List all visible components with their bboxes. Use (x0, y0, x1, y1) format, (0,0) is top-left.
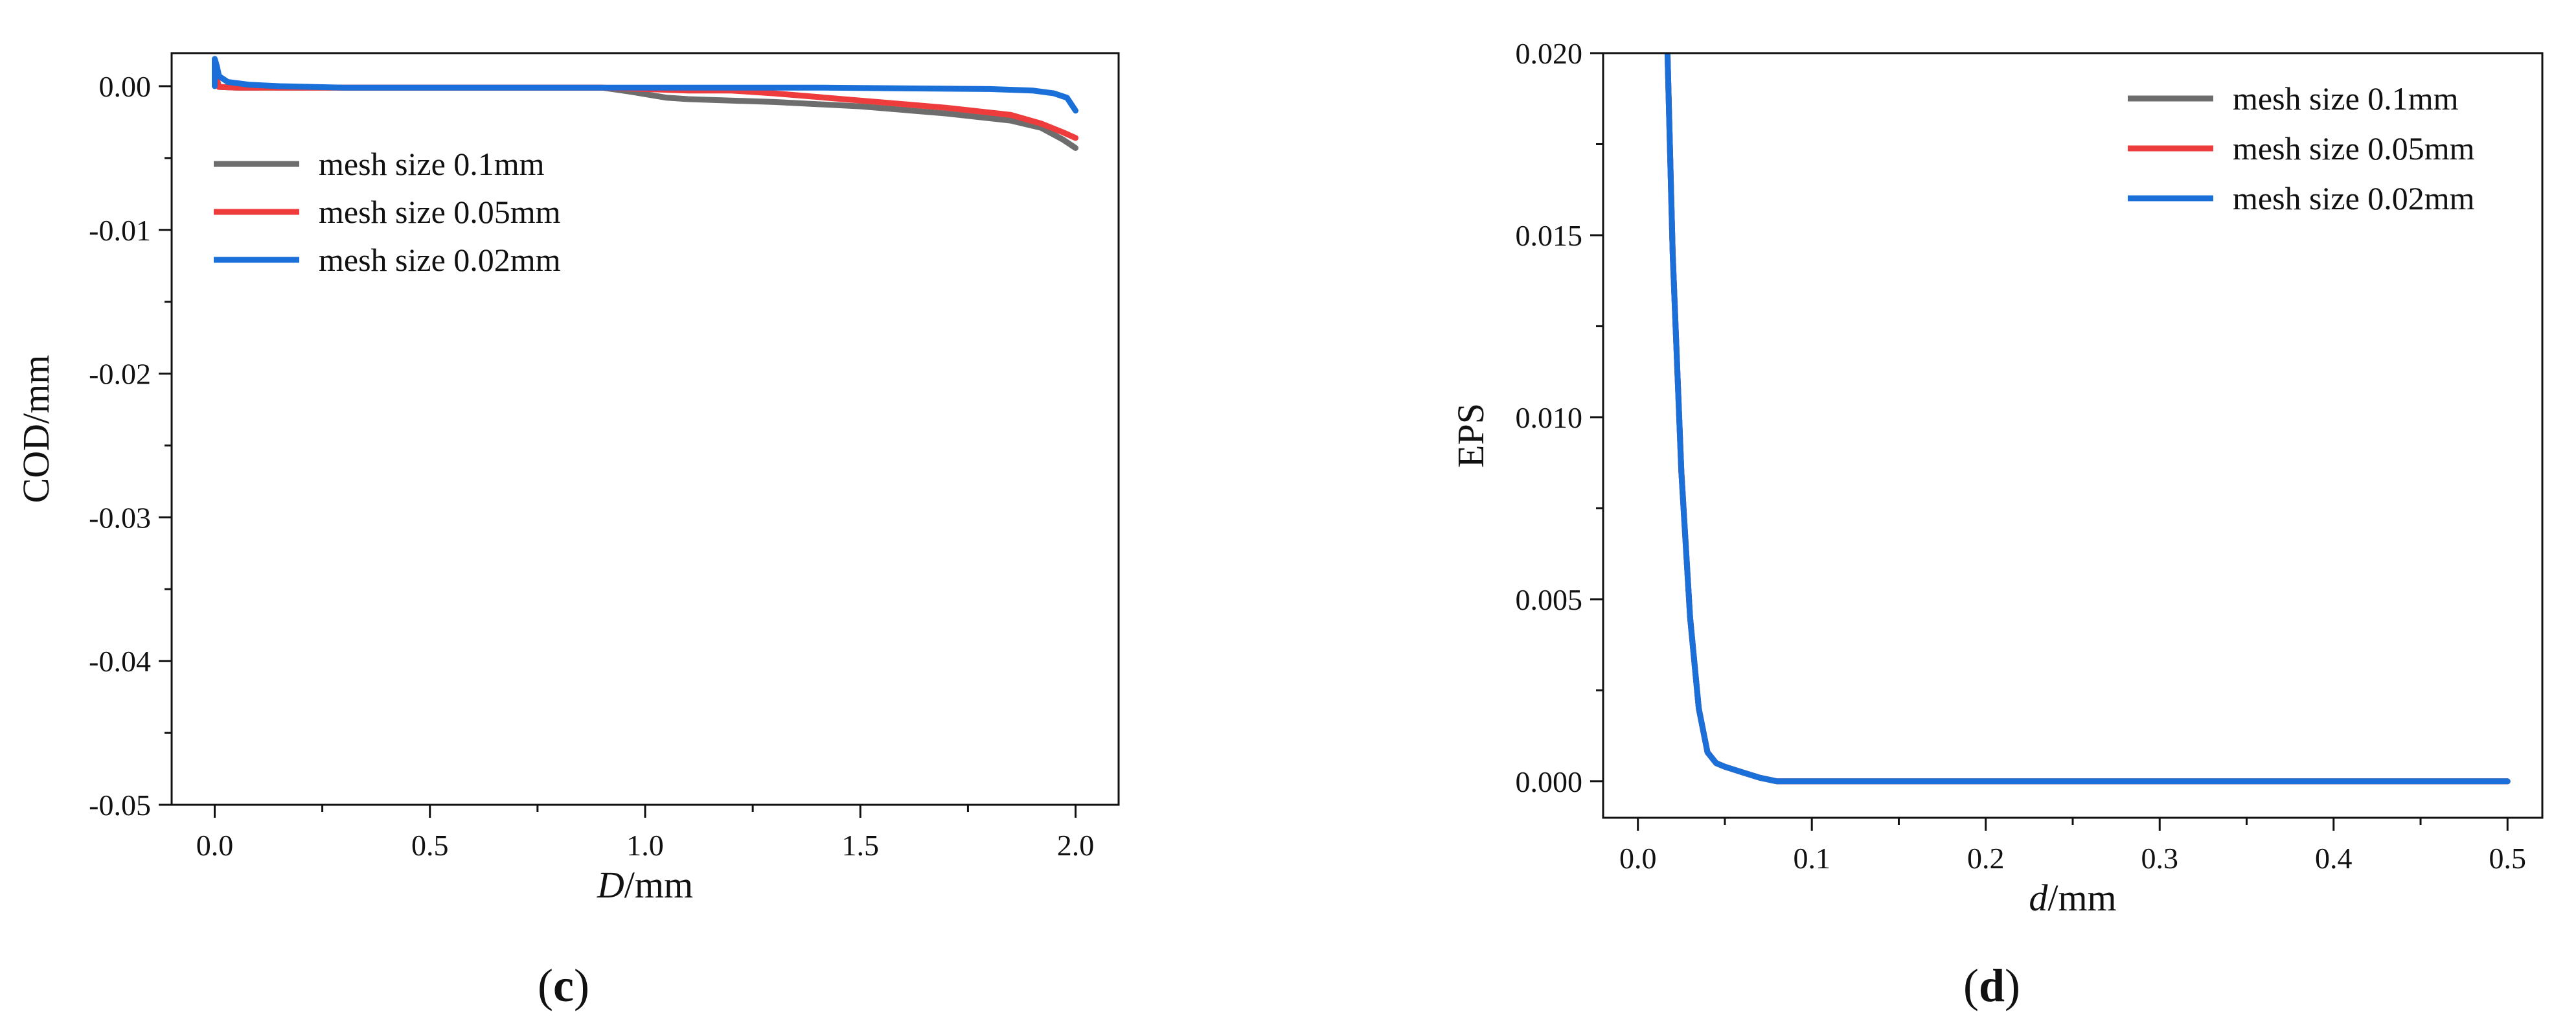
chart-c-y-axis-label: COD/mm (15, 355, 57, 503)
chart-c-y-tick-label: -0.03 (89, 501, 151, 534)
chart-c-y-tick-label: -0.01 (89, 214, 151, 247)
chart-d-legend: mesh size 0.1mm mesh size 0.05mm mesh size… (2128, 80, 2475, 216)
chart-c-y-tick-label: 0.00 (99, 70, 152, 103)
chart-d-legend-label-1: mesh size 0.1mm (2233, 80, 2459, 117)
chart-c-x-tick-label: 0.0 (196, 829, 234, 862)
chart-d-series-group (1664, 53, 2511, 785)
chart-c-series-group (212, 56, 1078, 151)
chart-d-y-ticks: 0.000 0.005 0.010 0.015 0.020 (1516, 37, 1603, 798)
chart-d-y-tick-label: 0.015 (1516, 219, 1583, 252)
chart-c-x-axis-label: D/mm (597, 864, 693, 906)
chart-d-y-axis-label: EPS (1450, 403, 1492, 468)
chart-panel-d: 0.0 0.1 0.2 0.3 0.4 0.5 0.0000.0050.0100.0150… (1450, 37, 2544, 1012)
chart-c-legend-label-2: mesh size 0.05mm (319, 194, 561, 230)
chart-d-x-tick-label: 0.4 (2315, 842, 2353, 875)
chart-c-legend: mesh size 0.1mm mesh size 0.05mm mesh size… (214, 146, 561, 278)
chart-d-x-tick-label: 0.3 (2141, 842, 2179, 875)
chart-d-x-tick-label: 0.1 (1793, 842, 1830, 875)
chart-d-y-tick-label: 0.010 (1516, 401, 1583, 434)
chart-c-y-ticks: 0.00 -0.01 -0.02 -0.03 -0.04 -0.05 (89, 70, 172, 822)
chart-c-series-line-3 (212, 56, 1078, 114)
chart-c-y-tick-label: -0.04 (89, 645, 151, 678)
chart-c-x-ticks: 0.0 0.5 1.0 1.5 2.0 (196, 805, 1095, 862)
chart-panel-c: 0.0 0.5 1.0 1.5 2.0 0.00 -0.01 -0.02 -0.03 -0.04… (15, 52, 1120, 1012)
chart-d-x-tick-label: 0.0 (1619, 842, 1657, 875)
panel-label-c: (c) (538, 960, 589, 1012)
chart-c-x-tick-label: 0.5 (411, 829, 449, 862)
chart-d-x-tick-label: 0.2 (1967, 842, 2005, 875)
chart-c-x-tick-label: 1.5 (842, 829, 880, 862)
chart-c-legend-label-1: mesh size 0.1mm (319, 146, 545, 182)
chart-d-x-tick-label: 0.5 (2489, 842, 2527, 875)
chart-c-y-tick-label: -0.02 (89, 358, 151, 391)
chart-d-x-axis-label: d/mm (2029, 877, 2116, 919)
chart-c-x-tick-label: 1.0 (626, 829, 664, 862)
chart-d-series-line-3 (1664, 53, 2511, 785)
panel-label-d: (d) (1963, 960, 2020, 1012)
chart-c-x-tick-label: 2.0 (1057, 829, 1095, 862)
chart-c-y-tick-label: -0.05 (89, 789, 151, 822)
chart-d-legend-label-2: mesh size 0.05mm (2233, 130, 2475, 167)
chart-d-x-ticks: 0.0 0.1 0.2 0.3 0.4 0.5 (1619, 818, 2526, 875)
chart-d-legend-label-3: mesh size 0.02mm (2233, 180, 2475, 216)
chart-c-legend-label-3: mesh size 0.02mm (319, 242, 561, 278)
chart-d-y-tick-label: 0.000 (1516, 765, 1583, 798)
chart-d-y-tick-label: 0.005 (1516, 583, 1583, 616)
chart-d-y-tick-label: 0.020 (1516, 37, 1583, 70)
